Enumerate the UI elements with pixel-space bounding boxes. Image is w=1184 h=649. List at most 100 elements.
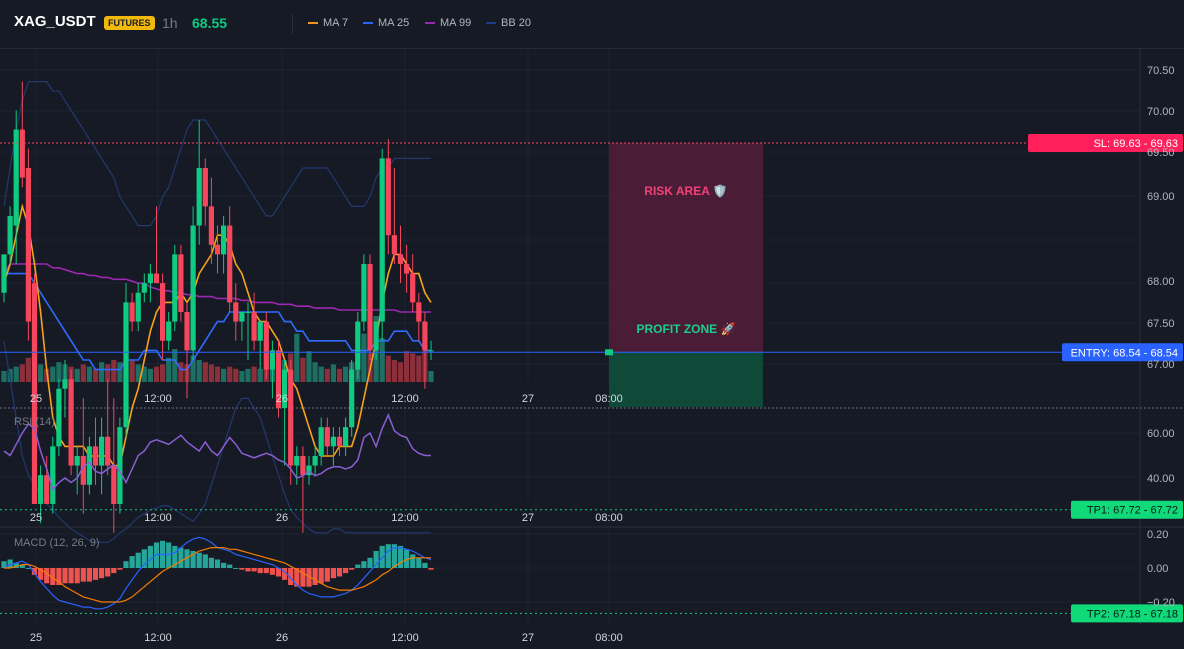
candle-body (343, 427, 349, 447)
macd-histogram-bar (233, 568, 239, 569)
volume-bar (190, 355, 196, 382)
macd-histogram-bar (227, 564, 233, 568)
macd-histogram-bar (318, 568, 324, 584)
macd-histogram-bar (349, 568, 355, 570)
volume-bar (336, 368, 343, 382)
price-tick: 69.50 (1147, 147, 1175, 159)
macd-tick: −0.20 (1147, 597, 1175, 609)
candle-body (123, 302, 129, 428)
macd-histogram-bar (324, 568, 330, 582)
volume-bar (312, 362, 318, 382)
volume-bar (343, 366, 349, 382)
rsi-pane (3, 413, 431, 491)
candle-body (153, 273, 160, 284)
macd-histogram-bar (312, 568, 318, 585)
time-tick: 12:00 (144, 393, 172, 405)
volume-bar (306, 351, 312, 382)
volume-bar (245, 368, 251, 382)
ma25-line (4, 272, 431, 371)
macd-histogram-bar (62, 568, 68, 584)
candle-body (68, 379, 74, 466)
candle-body (99, 436, 105, 466)
legend-ma99[interactable]: MA 99 (425, 17, 471, 29)
candle-body (135, 292, 141, 322)
macd-pane (1, 536, 434, 610)
macd-histogram-bar (361, 561, 367, 568)
candle-body (56, 388, 62, 447)
futures-badge: FUTURES (104, 16, 155, 30)
candle-body (50, 446, 56, 504)
macd-histogram-bar (269, 568, 275, 575)
time-tick: 08:00 (595, 512, 623, 524)
legend-ma7-label: MA 7 (323, 17, 349, 29)
symbol-name[interactable]: XAG_USDT (14, 13, 96, 30)
macd-histogram-bar (166, 542, 172, 568)
candle-body (221, 225, 227, 255)
volume-bar (214, 366, 221, 382)
candle-body (324, 427, 330, 447)
volume-bar (233, 368, 239, 382)
sl-label: SL: 69.63 - 69.63 (1094, 138, 1178, 150)
macd-histogram-bar (208, 557, 214, 568)
macd-histogram-bar (343, 568, 349, 574)
macd-histogram-bar (135, 552, 141, 568)
trading-chart[interactable]: SL: 69.63 - 69.63 ENTRY: 68.54 - 68.54 TP1… (0, 48, 1184, 649)
macd-histogram-bar (245, 568, 251, 572)
macd-histogram-bar (147, 545, 153, 568)
volume-bar (160, 364, 166, 382)
candle-body (7, 215, 13, 255)
time-tick: 08:00 (595, 393, 623, 405)
candle-body (166, 321, 172, 341)
macd-tick: 0.00 (1147, 563, 1168, 575)
legend-ma7[interactable]: MA 7 (308, 17, 348, 29)
macd-histogram-bar (404, 549, 410, 568)
volume-bar (50, 366, 56, 382)
volume-bar (410, 353, 416, 382)
volume-bar (86, 366, 92, 382)
tp2-label-box (1071, 604, 1183, 623)
legend-ma25[interactable]: MA 25 (363, 17, 409, 29)
volume-bar (239, 371, 245, 382)
time-tick: 08:00 (595, 632, 623, 644)
macd-histogram-bar (25, 568, 31, 569)
macd-histogram-bar (330, 568, 336, 579)
candle-body (172, 254, 178, 322)
candle-body (31, 283, 38, 504)
volume-bar (379, 338, 385, 382)
candle-body (92, 446, 99, 466)
volume-bar (294, 333, 300, 382)
grid-lines (0, 48, 1184, 625)
candle-body (275, 350, 282, 408)
macd-histogram-bar (99, 568, 105, 579)
time-tick: 12:00 (391, 512, 419, 524)
timeframe-selector[interactable]: 1h (162, 15, 178, 31)
volume-bar (147, 368, 153, 382)
bb-lower-line (3, 340, 431, 543)
candle-body (80, 455, 86, 485)
macd-histogram-bar (50, 568, 56, 585)
candle-body (13, 129, 19, 226)
rsi-tick: 40.00 (1147, 473, 1175, 485)
entry-label-box (1062, 343, 1183, 362)
risk-area-label: RISK AREA 🛡️ (644, 184, 727, 198)
candle-body (251, 311, 257, 341)
volume-bar (19, 364, 25, 382)
time-tick: 27 (522, 393, 534, 405)
candle-body (349, 369, 355, 428)
macd-histogram-bar (178, 547, 184, 568)
candle-body (208, 206, 214, 245)
macd-histogram-bar (190, 551, 196, 568)
macd-histogram-bar (282, 568, 288, 580)
candle-body (282, 369, 288, 408)
candle-body (367, 263, 373, 351)
macd-histogram-bar (294, 568, 300, 587)
macd-histogram-bar (80, 568, 86, 582)
candle-body (147, 273, 153, 284)
macd-histogram-bar (13, 562, 19, 568)
macd-histogram-bar (373, 551, 379, 568)
legend-ma99-label: MA 99 (440, 17, 472, 29)
volume-bar (1, 371, 7, 382)
volume-bar (196, 360, 202, 382)
legend-bb20[interactable]: BB 20 (486, 17, 531, 29)
candle-body (318, 427, 324, 456)
